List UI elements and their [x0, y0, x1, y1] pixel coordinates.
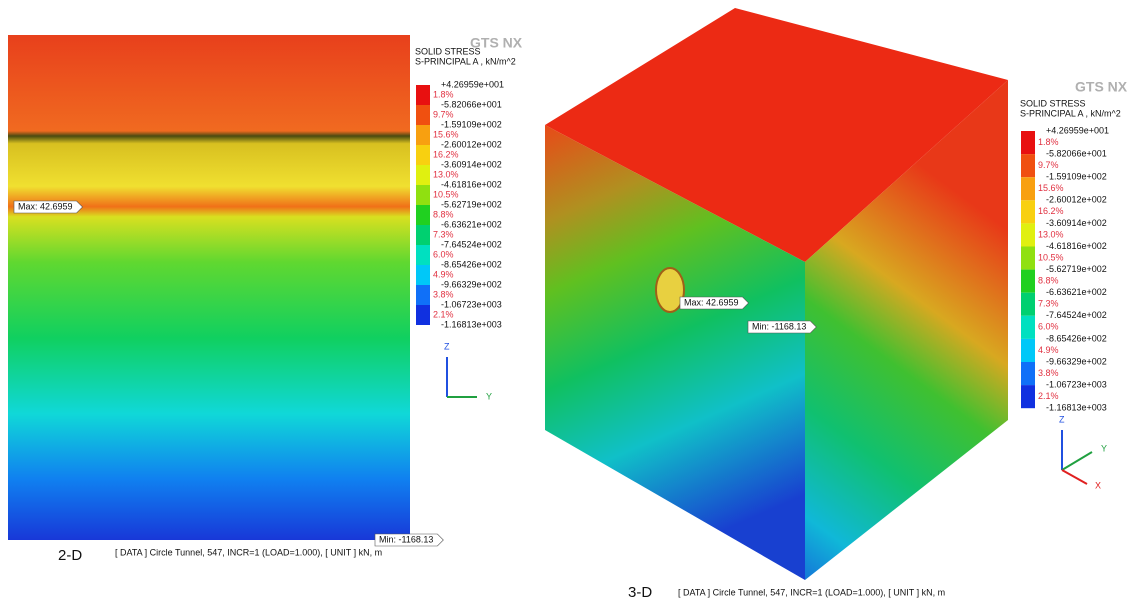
legend-percentage: 10.5%: [433, 189, 459, 199]
legend-value: -4.61816e+002: [441, 179, 502, 189]
legend-value: +4.26959e+001: [441, 79, 504, 89]
legend-swatch: [416, 85, 430, 105]
legend-swatch: [1021, 316, 1035, 339]
legend-value: -1.16813e+003: [441, 319, 502, 329]
legend-title: SOLID STRESS: [415, 46, 481, 56]
caption: 2-D: [58, 547, 82, 564]
axis-label: Z: [444, 341, 450, 351]
max-label: Max: 42.6959: [684, 297, 739, 307]
legend-swatch: [1021, 270, 1035, 293]
legend-quantity: S-PRINCIPAL A , kN/m^2: [415, 56, 516, 66]
legend-percentage: 7.3%: [1038, 299, 1059, 309]
legend-value: -6.63621e+002: [441, 219, 502, 229]
legend-value: -3.60914e+002: [1046, 218, 1107, 228]
caption: 3-D: [628, 584, 652, 601]
legend-value: -5.82066e+001: [1046, 148, 1107, 158]
legend-percentage: 15.6%: [433, 129, 459, 139]
legend-quantity: S-PRINCIPAL A , kN/m^2: [1020, 108, 1121, 118]
legend-swatch: [1021, 223, 1035, 246]
legend-swatch: [1021, 247, 1035, 270]
logo: GTS NX: [1075, 79, 1128, 95]
legend-swatch: [1021, 154, 1035, 177]
legend-value: -5.62719e+002: [1046, 264, 1107, 274]
legend-value: -5.62719e+002: [441, 199, 502, 209]
legend-value: -1.59109e+002: [441, 119, 502, 129]
legend-swatch: [1021, 339, 1035, 362]
legend-percentage: 6.0%: [433, 249, 454, 259]
legend-percentage: 13.0%: [433, 169, 459, 179]
legend-swatch: [1021, 293, 1035, 316]
legend-value: -9.66329e+002: [1046, 356, 1107, 366]
legend-value: -2.60012e+002: [441, 139, 502, 149]
legend-swatch: [1021, 131, 1035, 154]
legend-swatch: [1021, 200, 1035, 223]
footer: [ DATA ] Circle Tunnel, 547, INCR=1 (LOA…: [115, 547, 382, 557]
legend-value: -9.66329e+002: [441, 279, 502, 289]
legend-value: -5.82066e+001: [441, 99, 502, 109]
legend-swatch: [416, 125, 430, 145]
legend-value: -1.06723e+003: [1046, 379, 1107, 389]
legend-percentage: 1.8%: [1038, 137, 1059, 147]
axis-arrow: [1062, 452, 1092, 470]
legend-swatch: [416, 245, 430, 265]
legend-value: -7.64524e+002: [441, 239, 502, 249]
legend-swatch: [1021, 177, 1035, 200]
axis-arrow: [1062, 470, 1087, 484]
legend-swatch: [416, 185, 430, 205]
min-label: Min: -1168.13: [752, 321, 806, 331]
legend-swatch: [416, 205, 430, 225]
legend-value: -8.65426e+002: [441, 259, 502, 269]
legend-value: -8.65426e+002: [1046, 333, 1107, 343]
legend-swatch: [1021, 385, 1035, 408]
legend-swatch: [1021, 362, 1035, 385]
legend-percentage: 15.6%: [1038, 183, 1064, 193]
legend-percentage: 2.1%: [1038, 391, 1059, 401]
legend-value: -2.60012e+002: [1046, 195, 1107, 205]
legend-percentage: 3.8%: [1038, 368, 1059, 378]
legend-percentage: 9.7%: [433, 109, 454, 119]
legend-value: +4.26959e+001: [1046, 125, 1109, 135]
legend-swatch: [416, 265, 430, 285]
legend-value: -4.61816e+002: [1046, 241, 1107, 251]
legend-percentage: 8.8%: [1038, 276, 1059, 286]
cube-3d: [545, 8, 1008, 580]
legend-percentage: 8.8%: [433, 209, 454, 219]
legend-swatch: [416, 145, 430, 165]
legend-percentage: 2.1%: [433, 309, 454, 319]
legend-swatch: [416, 305, 430, 325]
legend-swatch: [416, 165, 430, 185]
legend-percentage: 10.5%: [1038, 252, 1064, 262]
legend-value: -7.64524e+002: [1046, 310, 1107, 320]
legend-swatch: [416, 225, 430, 245]
max-label: Max: 42.6959: [18, 201, 73, 211]
legend-percentage: 1.8%: [433, 89, 454, 99]
axis-label: Y: [486, 391, 492, 401]
legend-percentage: 4.9%: [1038, 345, 1059, 355]
legend-percentage: 4.9%: [433, 269, 454, 279]
figure: GTS NXSOLID STRESSS-PRINCIPAL A , kN/m^2…: [0, 0, 1145, 605]
contour-2d: [8, 35, 410, 540]
axis-label: Y: [1101, 444, 1107, 454]
legend-percentage: 3.8%: [433, 289, 454, 299]
legend-percentage: 16.2%: [433, 149, 459, 159]
footer: [ DATA ] Circle Tunnel, 547, INCR=1 (LOA…: [678, 587, 945, 597]
axis-label: Z: [1059, 414, 1065, 424]
legend-swatch: [416, 105, 430, 125]
legend-title: SOLID STRESS: [1020, 98, 1086, 108]
legend-percentage: 7.3%: [433, 229, 454, 239]
legend-swatch: [416, 285, 430, 305]
legend-value: -1.59109e+002: [1046, 172, 1107, 182]
legend-percentage: 6.0%: [1038, 322, 1059, 332]
min-label: Min: -1168.13: [379, 534, 433, 544]
legend-percentage: 9.7%: [1038, 160, 1059, 170]
legend-value: -1.16813e+003: [1046, 403, 1107, 413]
legend-percentage: 13.0%: [1038, 229, 1064, 239]
legend-value: -6.63621e+002: [1046, 287, 1107, 297]
legend-value: -1.06723e+003: [441, 299, 502, 309]
axis-label: X: [1095, 480, 1101, 490]
legend-percentage: 16.2%: [1038, 206, 1064, 216]
legend-value: -3.60914e+002: [441, 159, 502, 169]
